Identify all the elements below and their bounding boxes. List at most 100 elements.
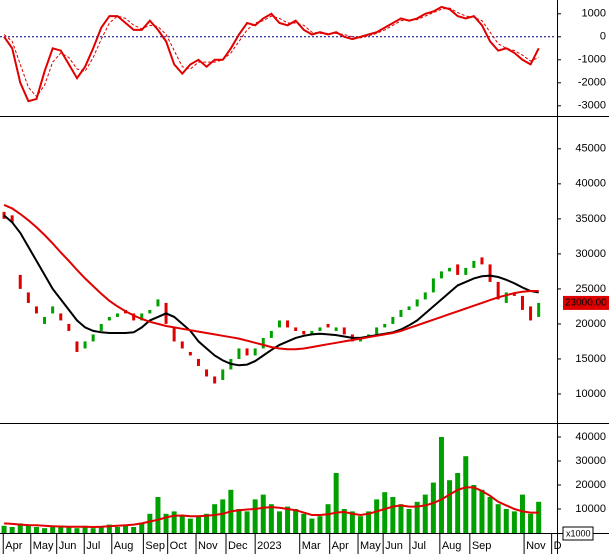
series-line [3, 5, 540, 103]
y-tick-label: 10000 [575, 503, 606, 515]
volume-bar [285, 506, 291, 533]
volume-bar [268, 504, 274, 533]
volume-bar [139, 523, 145, 533]
x-tick-label: Sep [472, 540, 492, 552]
candle [43, 316, 47, 324]
candle [431, 278, 435, 293]
volume-bar [536, 501, 542, 533]
candle [115, 313, 119, 317]
y-tick-label: 40000 [575, 431, 606, 443]
volume-bar [487, 497, 493, 533]
volume-bar [333, 473, 339, 533]
volume-bar [9, 527, 15, 533]
candle [277, 320, 281, 328]
y-tick-label: 30000 [575, 455, 606, 467]
volume-bar [471, 485, 477, 533]
candle [269, 330, 273, 338]
candle [456, 264, 460, 275]
candle [10, 215, 14, 223]
x-tick-label: D [554, 540, 562, 552]
volume-bar [66, 527, 72, 533]
x-tick-label: Aug [114, 540, 134, 552]
volume-bar [74, 528, 80, 533]
x-tick-label: Nov [198, 540, 218, 552]
volume-bar [325, 504, 331, 533]
price-tag-label: 23000.00 [565, 298, 607, 309]
candle [310, 330, 314, 335]
x-tick-label: Jul [86, 540, 100, 552]
series-line [3, 214, 539, 367]
y-tick-label: 25000 [575, 283, 606, 295]
volume-bar [252, 499, 258, 533]
x-tick-label: Jun [385, 540, 403, 552]
candle [326, 323, 330, 328]
candle [67, 323, 71, 331]
candle [407, 306, 411, 310]
candle [18, 274, 22, 289]
volume-bar [131, 527, 137, 533]
candle [237, 348, 241, 359]
volume-bar [463, 456, 469, 533]
candle [439, 271, 443, 279]
x-tick-label: Apr [5, 540, 22, 552]
y-tick-label: -3000 [578, 100, 606, 112]
volume-bar [179, 516, 185, 533]
candle [318, 327, 322, 331]
volume-bar [276, 511, 282, 533]
x-tick-label: Dec [228, 540, 248, 552]
volume-bar [398, 504, 404, 533]
volume-bar [123, 525, 129, 533]
candle [537, 302, 541, 317]
volume-bar [293, 509, 299, 533]
x-tick-label: Jul [412, 540, 426, 552]
candle [261, 337, 265, 349]
y-tick-label: 40000 [575, 178, 606, 190]
volume-bar [187, 518, 193, 533]
volume-bar [42, 528, 48, 533]
volume-bar [430, 482, 436, 533]
volume-bar [455, 473, 461, 533]
candle [391, 316, 395, 324]
candle [221, 369, 225, 380]
series-line [3, 7, 539, 98]
y-tick-label: 10000 [575, 388, 606, 400]
volume-bar [406, 509, 412, 533]
candle [358, 337, 362, 342]
candle [529, 306, 533, 321]
y-tick-label: 20000 [575, 479, 606, 491]
volume-bar [82, 525, 88, 533]
x-tick-label: May [33, 540, 54, 552]
volume-bar [374, 499, 380, 533]
volume-bar [495, 504, 501, 533]
y-tick-label: -1000 [578, 54, 606, 66]
volume-bar [341, 509, 347, 533]
candle [496, 281, 500, 300]
candle [504, 292, 508, 303]
candle [99, 323, 103, 331]
candle [399, 309, 403, 317]
candle [148, 309, 152, 314]
candle [302, 330, 306, 335]
candle [480, 257, 484, 265]
volume-bar [528, 513, 534, 533]
volume-bar [58, 525, 64, 533]
candle [75, 341, 79, 352]
volume-bar [511, 511, 517, 533]
unit-label: x1000 [566, 528, 591, 538]
volume-bar [438, 437, 444, 533]
candle [140, 313, 144, 321]
x-tick-label: 2023 [257, 540, 281, 552]
volume-bar [33, 527, 39, 533]
candle [172, 327, 176, 342]
volume-bar [98, 527, 104, 533]
volume-bar [503, 509, 509, 533]
volume-bar [479, 489, 485, 533]
volume-bar [212, 504, 218, 533]
candle [245, 348, 249, 356]
y-tick-label: 35000 [575, 213, 606, 225]
y-tick-label: 15000 [575, 353, 606, 365]
candle [415, 299, 419, 307]
x-tick-label: May [360, 540, 381, 552]
volume-bar [382, 492, 388, 533]
